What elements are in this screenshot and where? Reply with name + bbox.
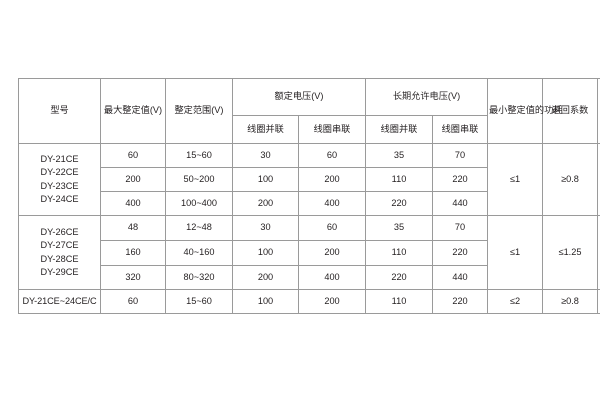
cell-rated-series: 200 bbox=[298, 240, 366, 266]
table-row: DY-21CE DY-22CE DY-23CE DY-24CE 60 15~60… bbox=[18, 143, 600, 216]
cell-long-parallel: 35 bbox=[365, 215, 433, 241]
cell-max-setting: 60 bbox=[100, 289, 166, 314]
cell-return-coefficient: ≥0.8 bbox=[542, 289, 598, 314]
cell-long-series: 220 bbox=[432, 240, 488, 266]
table-row: 400 100~400 200 400 220 440 bbox=[19, 191, 600, 216]
header-rated-voltage: 额定电压(V) bbox=[232, 78, 366, 116]
cell-long-series: 220 bbox=[432, 167, 488, 192]
table-row: 320 80~320 200 400 220 440 bbox=[19, 265, 600, 290]
cell-rated-parallel: 30 bbox=[232, 143, 299, 168]
cell-max-setting: 160 bbox=[100, 240, 166, 266]
cell-rated-parallel: 100 bbox=[232, 240, 299, 266]
cell-model: DY-21CE~24CE/C bbox=[18, 289, 101, 314]
cell-long-parallel: 110 bbox=[365, 167, 433, 192]
cell-min-setting-power: ≤1 bbox=[487, 143, 543, 216]
header-rated-coil-series: 线圈串联 bbox=[298, 115, 366, 144]
cell-long-parallel: 220 bbox=[365, 265, 433, 290]
model-name: DY-21CE bbox=[40, 153, 79, 164]
cell-return-coefficient: ≤1.25 bbox=[542, 215, 598, 290]
header-setting-range: 整定范围(V) bbox=[165, 78, 233, 144]
table-row: DY-26CE DY-27CE DY-28CE DY-29CE 48 12~48… bbox=[18, 215, 600, 290]
cell-rated-series: 200 bbox=[298, 289, 366, 314]
header-rated-coil-parallel: 线圈并联 bbox=[232, 115, 299, 144]
cell-long-parallel: 110 bbox=[365, 289, 433, 314]
cell-rated-series: 200 bbox=[298, 167, 366, 192]
cell-rated-parallel: 200 bbox=[232, 265, 299, 290]
model-name: DY-26CE bbox=[40, 226, 79, 237]
table-header-row-primary: 型号 最大整定值(V) 整定范围(V) 额定电压(V) 长期允许电压(V) 最小… bbox=[18, 78, 600, 144]
cell-setting-range: 100~400 bbox=[165, 191, 233, 216]
table-header-row-secondary: 线圈并联 线圈串联 线圈并联 线圈串联 bbox=[19, 115, 600, 144]
group-models-cell: DY-26CE DY-27CE DY-28CE DY-29CE bbox=[18, 215, 101, 290]
cell-setting-range: 40~160 bbox=[165, 240, 233, 266]
cell-long-series: 220 bbox=[432, 289, 488, 314]
cell-long-parallel: 220 bbox=[365, 191, 433, 216]
cell-setting-range: 80~320 bbox=[165, 265, 233, 290]
cell-long-series: 70 bbox=[432, 215, 488, 241]
model-name: DY-27CE bbox=[40, 240, 79, 251]
table-row: DY-21CE~24CE/C 60 15~60 100 200 110 220 … bbox=[18, 289, 600, 314]
model-name: DY-24CE bbox=[40, 193, 79, 204]
model-name: DY-23CE bbox=[40, 180, 79, 191]
cell-rated-parallel: 30 bbox=[232, 215, 299, 241]
header-long-coil-parallel: 线圈并联 bbox=[365, 115, 433, 144]
cell-rated-series: 400 bbox=[298, 191, 366, 216]
cell-max-setting: 200 bbox=[100, 167, 166, 192]
cell-rated-series: 400 bbox=[298, 265, 366, 290]
group-models-cell: DY-21CE DY-22CE DY-23CE DY-24CE bbox=[18, 143, 101, 216]
cell-rated-parallel: 100 bbox=[232, 289, 299, 314]
cell-min-setting-power: ≤1 bbox=[487, 215, 543, 290]
header-long-coil-series: 线圈串联 bbox=[432, 115, 488, 144]
cell-long-series: 70 bbox=[432, 143, 488, 168]
cell-rated-parallel: 200 bbox=[232, 191, 299, 216]
cell-setting-range: 12~48 bbox=[165, 215, 233, 241]
model-name: DY-22CE bbox=[40, 167, 79, 178]
cell-min-setting-power: ≤2 bbox=[487, 289, 543, 314]
cell-long-series: 440 bbox=[432, 191, 488, 216]
cell-max-setting: 400 bbox=[100, 191, 166, 216]
header-model: 型号 bbox=[18, 78, 101, 144]
cell-note: 过电压 bbox=[597, 289, 600, 314]
header-min-setting-power: 最小整定值的功耗 bbox=[487, 78, 563, 144]
relay-specification-table: 型号 最大整定值(V) 整定范围(V) 额定电压(V) 长期允许电压(V) 最小… bbox=[18, 78, 600, 314]
cell-max-setting: 48 bbox=[100, 215, 166, 241]
header-long-term-voltage: 长期允许电压(V) bbox=[365, 78, 488, 116]
specification-table-container: 型号 最大整定值(V) 整定范围(V) 额定电压(V) 长期允许电压(V) 最小… bbox=[18, 78, 600, 314]
cell-long-parallel: 110 bbox=[365, 240, 433, 266]
cell-rated-series: 60 bbox=[298, 215, 366, 241]
cell-long-parallel: 35 bbox=[365, 143, 433, 168]
cell-setting-range: 15~60 bbox=[165, 289, 233, 314]
cell-setting-range: 50~200 bbox=[165, 167, 233, 192]
cell-max-setting: 320 bbox=[100, 265, 166, 290]
model-name: DY-28CE bbox=[40, 253, 79, 264]
cell-return-coefficient: ≥0.8 bbox=[542, 143, 598, 216]
header-return-coefficient: 返回系数 bbox=[542, 78, 598, 144]
cell-long-series: 440 bbox=[432, 265, 488, 290]
cell-setting-range: 15~60 bbox=[165, 143, 233, 168]
cell-rated-series: 60 bbox=[298, 143, 366, 168]
cell-rated-parallel: 100 bbox=[232, 167, 299, 192]
model-name: DY-29CE bbox=[40, 266, 79, 277]
cell-max-setting: 60 bbox=[100, 143, 166, 168]
header-max-setting: 最大整定值(V) bbox=[100, 78, 166, 144]
